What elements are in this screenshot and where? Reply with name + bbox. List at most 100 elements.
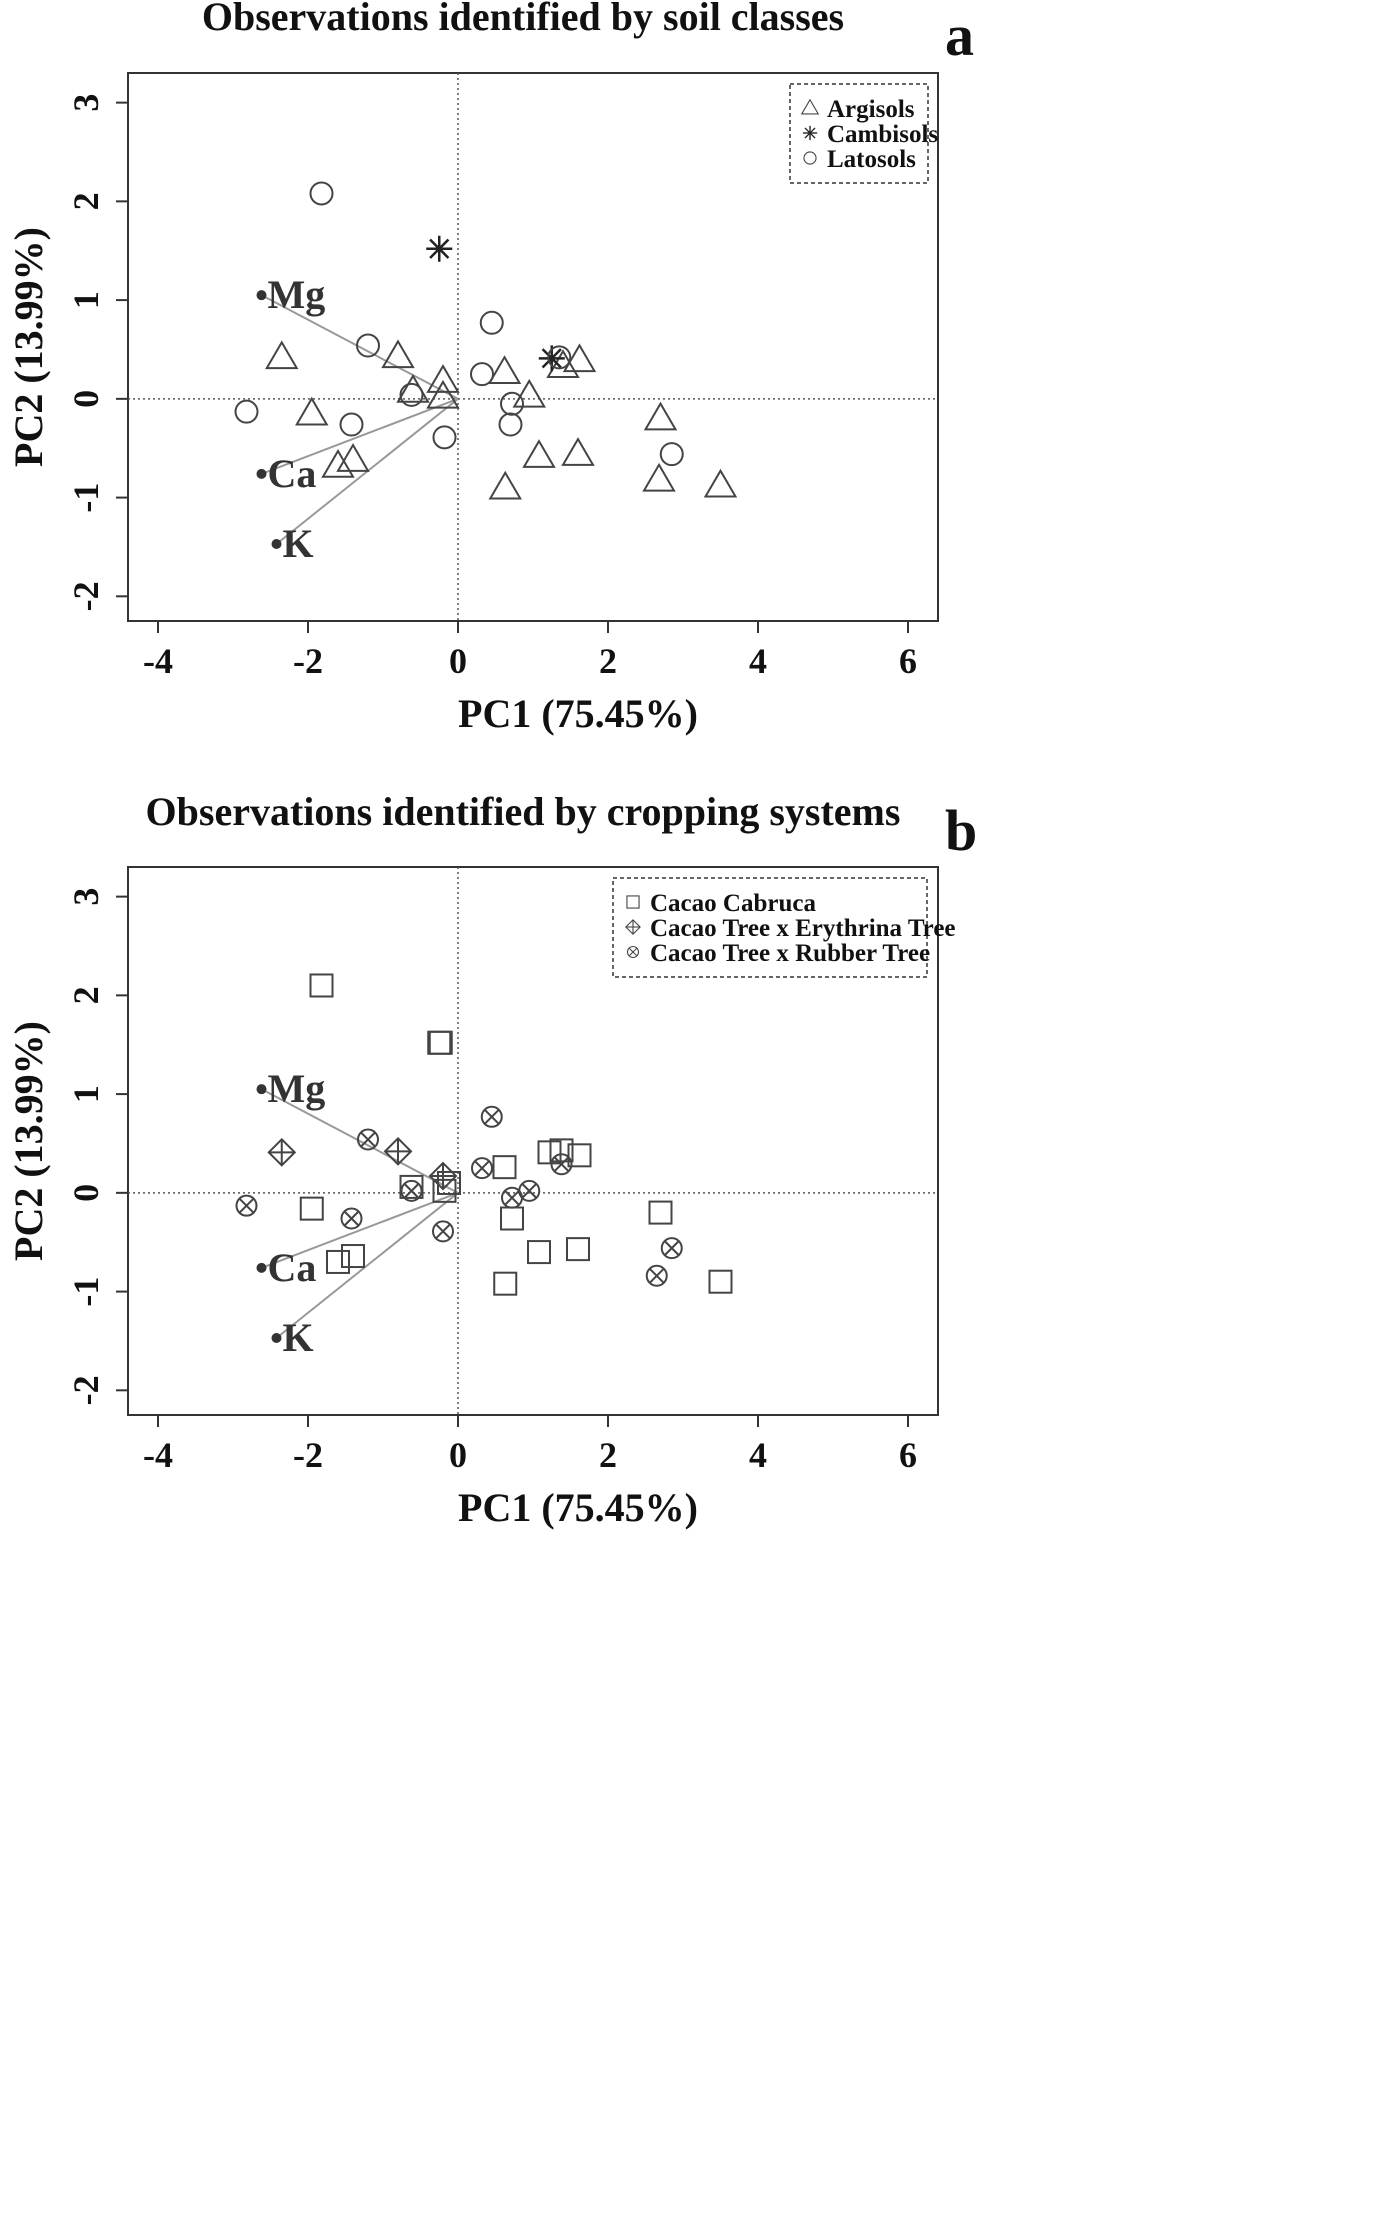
x-tick-label: 6 — [899, 641, 917, 681]
marker-shape — [295, 396, 329, 426]
marker-shape — [470, 362, 494, 387]
x-tick-label: 2 — [599, 1435, 617, 1475]
marker-shape — [522, 439, 556, 468]
data-point — [498, 412, 523, 437]
marker-shape — [500, 1206, 524, 1231]
marker-shape — [546, 349, 580, 379]
marker-shape — [492, 1155, 517, 1180]
marker-shape — [480, 1105, 503, 1128]
y-tick-label: -2 — [66, 581, 106, 611]
data-point — [703, 468, 738, 498]
marker-shape — [487, 355, 522, 384]
marker-stroke — [541, 348, 562, 369]
loading-vector-mg: Mg — [256, 1066, 459, 1194]
legend-marker — [802, 125, 818, 141]
y-axis-title: PC2 (13.99%) — [6, 1021, 51, 1261]
data-point — [341, 1244, 365, 1269]
data-point — [428, 1161, 458, 1191]
data-point — [522, 439, 556, 468]
y-tick-label: 3 — [66, 888, 106, 906]
data-point — [527, 1240, 551, 1265]
data-point — [645, 1264, 668, 1287]
marker-shape — [309, 973, 334, 998]
series-cambisols — [426, 235, 565, 372]
marker-shape — [493, 1271, 518, 1296]
marker-shape — [309, 181, 334, 206]
chart-title: Observations identified by soil classes — [202, 0, 844, 39]
panel-a: Observations identified by soil classes a… — [6, 0, 974, 736]
loading-label: Mg — [268, 1066, 326, 1111]
marker-stroke — [484, 1109, 500, 1125]
data-point — [339, 412, 364, 437]
series-latosols — [234, 181, 684, 467]
marker-shape — [428, 1030, 453, 1055]
loading-vector-k: K — [271, 1192, 459, 1360]
data-point — [426, 379, 460, 409]
legend-marker-shape — [800, 98, 820, 115]
data-point — [432, 1220, 454, 1243]
marker-shape — [547, 345, 572, 370]
legend-item: Argisols — [800, 96, 915, 123]
marker-shape — [562, 343, 597, 373]
legend-marker — [803, 151, 817, 165]
data-point — [643, 401, 678, 431]
y-tick-label: 1 — [66, 1085, 106, 1103]
x-tick-label: 4 — [749, 641, 767, 681]
data-point — [234, 399, 259, 424]
data-point — [566, 1237, 590, 1262]
marker-shape — [399, 382, 424, 407]
legend-marker-shape — [803, 151, 817, 165]
y-tick-label: 1 — [66, 291, 106, 309]
loading-vectors: Mg Ca K — [256, 1066, 459, 1360]
data-point — [336, 443, 370, 472]
y-tick-label: 2 — [66, 192, 106, 210]
x-tick-label: 0 — [449, 1435, 467, 1475]
marker-shape — [427, 1030, 452, 1055]
marker-shape — [645, 1264, 668, 1287]
marker-shape — [567, 1143, 592, 1168]
loading-endpoint — [256, 290, 267, 301]
loading-label: Ca — [268, 451, 317, 496]
marker-shape — [642, 462, 676, 492]
data-point — [550, 1153, 573, 1176]
marker-shape — [626, 945, 640, 959]
x-axis-title: PC1 (75.45%) — [458, 691, 698, 736]
legend-marker-shape — [626, 945, 640, 959]
loading-endpoint — [256, 1084, 267, 1095]
marker-shape — [339, 412, 364, 437]
marker-shape — [561, 437, 595, 466]
marker-shape — [500, 391, 524, 416]
data-point — [562, 343, 597, 373]
loading-label: Ca — [268, 1245, 317, 1290]
marker-shape — [803, 151, 817, 165]
marker-shape — [479, 310, 504, 335]
marker-shape — [336, 443, 370, 472]
legend-item: Cacao Cabruca — [626, 890, 816, 917]
data-point — [309, 181, 334, 206]
data-point — [518, 1179, 541, 1202]
marker-shape — [340, 1207, 363, 1230]
loading-line — [261, 294, 459, 400]
data-point — [493, 1271, 518, 1296]
marker-shape — [399, 1174, 424, 1199]
legend-marker-shape — [802, 125, 818, 141]
data-point — [500, 1206, 524, 1231]
data-point — [427, 1030, 452, 1055]
data-point — [357, 1128, 379, 1151]
data-point — [480, 1105, 503, 1128]
marker-shape — [703, 468, 738, 498]
loading-line — [261, 1088, 459, 1194]
marker-shape — [659, 442, 684, 467]
marker-shape — [488, 470, 522, 500]
data-point — [399, 1174, 424, 1199]
legend-box — [612, 877, 928, 978]
data-point — [648, 1200, 673, 1225]
x-tick-label: -4 — [143, 641, 173, 681]
loading-endpoint — [271, 1332, 282, 1343]
marker-shape — [432, 1178, 457, 1203]
marker-shape — [234, 399, 259, 424]
data-point — [492, 1155, 517, 1180]
x-tick-label: -2 — [293, 641, 323, 681]
